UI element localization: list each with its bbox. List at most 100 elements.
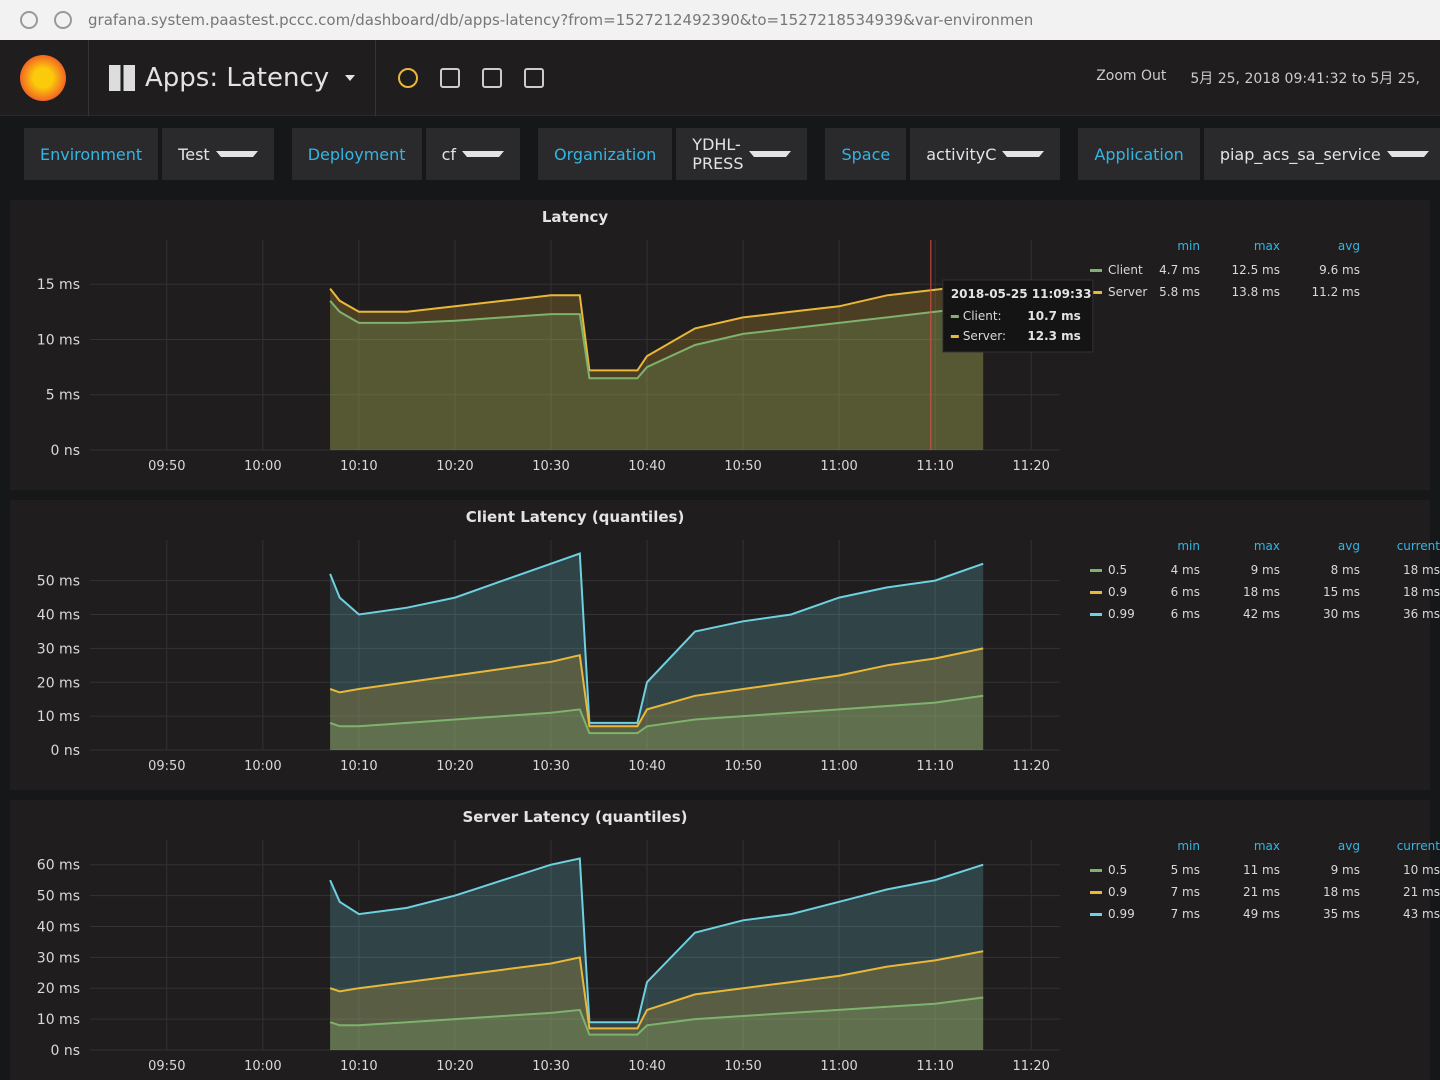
legend-stat: 12.5 ms [1232,263,1280,277]
variable-value[interactable]: piap_acs_sa_service [1203,128,1440,180]
y-tick-label: 0 ns [50,443,80,459]
variable-value[interactable]: Test [162,128,274,180]
y-tick-label: 30 ms [37,641,80,657]
series-fill [330,695,984,750]
legend-stat: 9 ms [1251,563,1280,577]
variable-label: Environment [24,128,159,180]
y-tick-label: 20 ms [37,675,80,691]
legend-stat: 6 ms [1171,585,1200,599]
tooltip: 2018-05-25 11:09:33 Client: 10.7 ms Server:… [942,279,1094,353]
x-tick-label: 10:20 [436,459,473,474]
variable-value[interactable]: activityC [910,128,1061,180]
x-tick-label: 10:30 [532,459,569,474]
dashboard-icon [109,64,135,91]
panel-title: Server Latency (quantiles) [462,808,687,826]
x-tick-label: 10:40 [628,1059,665,1074]
y-tick-label: 60 ms [37,858,80,874]
legend-column: avg [1338,839,1360,853]
tooltip-swatch [950,315,959,318]
legend-stat: 9 ms [1331,863,1360,877]
x-tick-label: 10:20 [436,759,473,774]
legend-swatch [1090,269,1102,272]
legend-column: avg [1338,539,1360,553]
tooltip-name: Client: [963,309,1002,323]
series-line [329,857,984,1024]
variable-value[interactable]: cf [425,128,520,180]
reload-button[interactable] [54,11,72,29]
legend-name: 0.5 [1108,563,1127,577]
save-button[interactable] [482,67,503,88]
y-tick-label: 40 ms [37,919,80,935]
browser-bar: grafana.system.paastest.pccc.com/dashboa… [0,0,1440,40]
panels: Latency 0 ns 5 ms 10 ms 15 ms 09:50 10:00 10:10… [10,200,1440,1080]
legend-stat: 18 ms [1243,585,1280,599]
dashboard-picker[interactable]: Apps: Latency [88,39,377,116]
x-tick-label: 10:40 [628,759,665,774]
legend-stat: 15 ms [1323,585,1360,599]
x-tick-label: 10:00 [244,1059,281,1074]
series-line [329,552,984,724]
legend-column: max [1254,839,1280,853]
series-line [329,694,984,735]
series-line [329,283,984,372]
y-tick-label: 15 ms [37,277,80,293]
legend-column: min [1177,239,1200,253]
panel [10,200,1430,490]
variable-value[interactable]: YDHL-PRESS [676,128,808,180]
panel [10,500,1430,790]
series-fill [330,858,984,1050]
variable: Organization YDHL-PRESS [538,128,808,180]
url[interactable]: grafana.system.paastest.pccc.com/dashboa… [88,11,1034,29]
tooltip-swatch [950,335,959,338]
share-button[interactable] [440,67,461,88]
x-tick-label: 11:10 [916,759,953,774]
y-tick-label: 50 ms [37,889,80,905]
y-tick-label: 30 ms [37,950,80,966]
tooltip-name: Server: [963,329,1006,343]
star-button[interactable] [398,67,419,88]
y-tick-label: 10 ms [37,1012,80,1028]
legend-swatch [1090,291,1102,294]
series-line [329,300,984,380]
legend-stat: 49 ms [1243,907,1280,921]
x-tick-label: 11:20 [1012,459,1049,474]
legend-stat: 11 ms [1243,863,1280,877]
zoom-out[interactable]: Zoom Out [1096,67,1167,84]
variable: Application piap_acs_sa_service [1078,128,1440,180]
x-tick-label: 10:50 [724,459,761,474]
legend-name: 0.99 [1108,607,1135,621]
legend-name: 0.5 [1108,863,1127,877]
tooltip-value: 12.3 ms [1027,329,1080,343]
x-tick-label: 10:50 [724,759,761,774]
series-fill [330,951,984,1050]
legend-column: min [1177,539,1200,553]
y-tick-label: 20 ms [37,981,80,997]
y-tick-label: 10 ms [37,332,80,348]
time-range[interactable]: 5月 25, 2018 09:41:32 to 5月 25, [1190,70,1420,87]
y-tick-label: 0 ns [50,743,80,759]
legend-column: current [1397,839,1440,853]
y-tick-label: 50 ms [37,574,80,590]
x-tick-label: 09:50 [148,459,185,474]
back-button[interactable] [20,11,38,29]
y-tick-label: 0 ns [50,1043,80,1059]
series-line [329,996,984,1036]
x-tick-label: 10:00 [244,759,281,774]
legend-name: Server [1108,285,1147,299]
legend-name: Client [1108,263,1143,277]
legend-stat: 4.7 ms [1159,263,1200,277]
settings-button[interactable] [524,67,545,88]
grafana-logo[interactable] [20,54,66,101]
legend-stat: 6 ms [1171,607,1200,621]
variable: Environment Test [24,128,274,180]
x-tick-label: 10:30 [532,759,569,774]
legend-column: avg [1338,239,1360,253]
variable-label: Deployment [291,128,422,180]
legend-column: max [1254,539,1280,553]
y-tick-label: 5 ms [46,388,80,404]
x-tick-label: 10:10 [340,1059,377,1074]
legend-column: min [1177,839,1200,853]
y-tick-label: 10 ms [37,709,80,725]
legend-stat: 18 ms [1323,885,1360,899]
